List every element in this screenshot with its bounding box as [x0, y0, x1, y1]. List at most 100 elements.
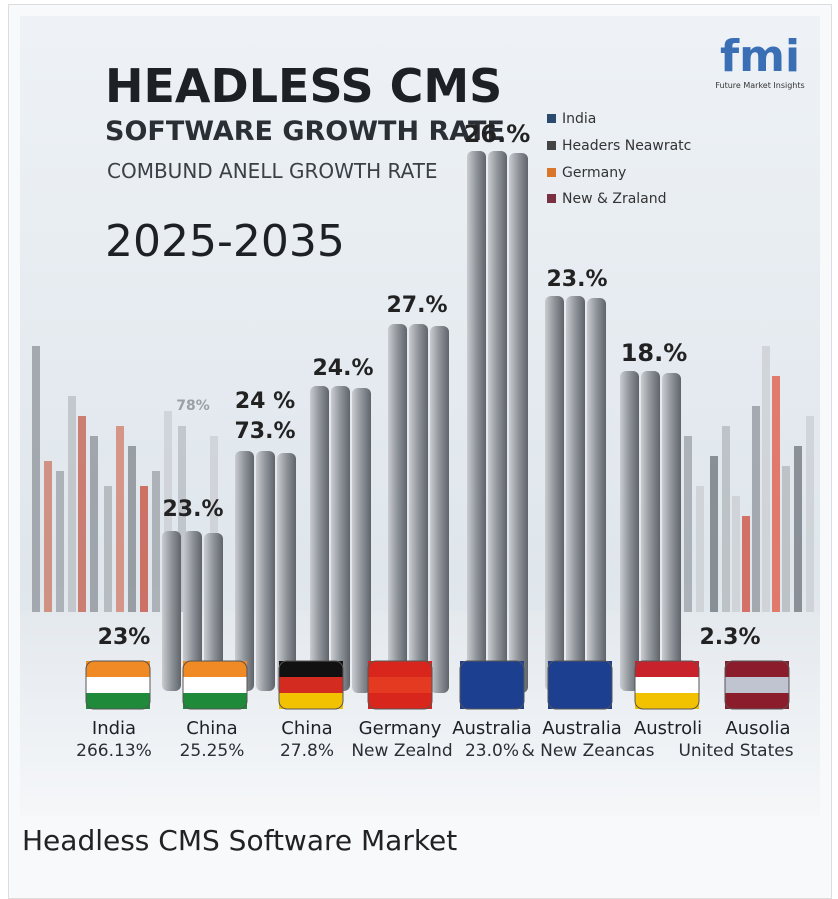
flag-stripe: [183, 677, 247, 693]
legend-label: New & Zraland: [562, 191, 667, 207]
background-bar: [56, 471, 64, 612]
flag-stripe: [725, 661, 789, 677]
bar: [331, 386, 350, 691]
legend-swatch: [547, 141, 556, 150]
background-bar: [164, 411, 172, 612]
background-bar: [178, 426, 186, 612]
caption: Headless CMS Software Market: [22, 824, 458, 857]
country-label: Australia: [542, 718, 622, 739]
legend-swatch: [547, 194, 556, 203]
country-label: India: [92, 718, 136, 739]
labels: 78% 23.% 24 % 73.% 24.% 27.% 26.% 23.% 18.% 23% 2.…: [76, 120, 794, 761]
bar: [641, 371, 660, 691]
legend-label: India: [562, 111, 596, 127]
bar-label: 23.%: [162, 497, 223, 522]
background-bars: [32, 346, 814, 612]
flag-outline: [85, 660, 151, 710]
country-label: China: [281, 718, 332, 739]
background-bar: [90, 436, 98, 612]
flag-stripe: [368, 661, 432, 677]
flag-outline: [724, 660, 790, 710]
flag-outline: [634, 660, 700, 710]
share-label: & New Zeancas: [521, 741, 654, 761]
bar-label: 26.%: [464, 120, 531, 148]
background-bar: [32, 346, 40, 612]
bar-label: 24 %: [235, 389, 295, 414]
background-bar: [68, 396, 76, 612]
background-bar: [210, 436, 218, 612]
flag-stripe: [725, 677, 789, 693]
title: HEADLESS CMS: [105, 59, 502, 113]
share-label: New Zealnd: [351, 741, 452, 761]
background-bar: [732, 496, 740, 612]
background-bar: [104, 486, 112, 612]
bar: [388, 324, 407, 691]
flag-stripe: [183, 661, 247, 677]
background-bar: [742, 516, 750, 612]
legend-label: Germany: [562, 165, 626, 181]
share-label: 23.0%: [465, 741, 519, 761]
legend-label: Headers Neawratc: [562, 138, 691, 154]
bar: [162, 531, 181, 691]
background-bar: [722, 426, 730, 612]
bar: [183, 531, 202, 691]
flag-stripe: [279, 661, 343, 677]
bar-label: 2.3%: [699, 625, 760, 650]
bar: [235, 451, 254, 691]
bar: [310, 386, 329, 691]
tagline: COMBUND ANELL GROWTH RATE: [107, 159, 438, 183]
flag-outline: [459, 660, 525, 710]
background-bar: [116, 426, 124, 612]
subtitle: SOFTWARE GROWTH RATE: [105, 116, 505, 147]
flag-outline: [278, 660, 344, 710]
flag-stripe: [279, 677, 343, 693]
country-label: Australia: [452, 718, 532, 739]
background-bar: [794, 446, 802, 612]
flags: [85, 660, 790, 710]
flag-stripe: [368, 693, 432, 709]
background-bar: [78, 416, 86, 612]
flag-outline: [547, 660, 613, 710]
flag-stripe: [460, 661, 524, 677]
legend-swatch: [547, 114, 556, 123]
background-bar: [752, 406, 760, 612]
bar: [204, 533, 223, 693]
country-label: China: [186, 718, 237, 739]
country-label: Germany: [359, 718, 442, 739]
bar: [467, 151, 486, 691]
bar: [545, 296, 564, 691]
flag-outline: [182, 660, 248, 710]
share-label: 266.13%: [76, 741, 152, 761]
bar-label: 73.%: [234, 419, 295, 444]
flag-stripe: [86, 693, 150, 709]
bar: [352, 388, 371, 693]
bar: [277, 453, 296, 693]
background-bar: [44, 461, 52, 612]
flag-stripe: [368, 677, 432, 693]
flag-stripe: [279, 693, 343, 709]
background-bar: [696, 486, 704, 612]
bar: [256, 451, 275, 691]
background-bar: [806, 416, 814, 612]
bar: [488, 151, 507, 691]
flag-stripe: [548, 693, 612, 709]
flag-stripe: [183, 693, 247, 709]
flag-stripe: [460, 677, 524, 693]
country-label: Ausolia: [725, 718, 790, 739]
flag-stripe: [548, 677, 612, 693]
bar: [587, 298, 606, 693]
flag-stripe: [460, 693, 524, 709]
bar-label: 18.%: [621, 339, 688, 367]
bar-label: 23.%: [546, 267, 607, 292]
legend: India Headers Neawratc Germany New & Zralan…: [547, 111, 691, 207]
bar: [430, 326, 449, 693]
background-bar: [684, 436, 692, 612]
bar: [509, 153, 528, 693]
background-bar: [152, 471, 160, 612]
country-label: Austroli: [634, 718, 702, 739]
background-bar: [710, 456, 718, 612]
flag-stripe: [86, 661, 150, 677]
flag-stripe: [86, 677, 150, 693]
background-bar: [140, 486, 148, 612]
